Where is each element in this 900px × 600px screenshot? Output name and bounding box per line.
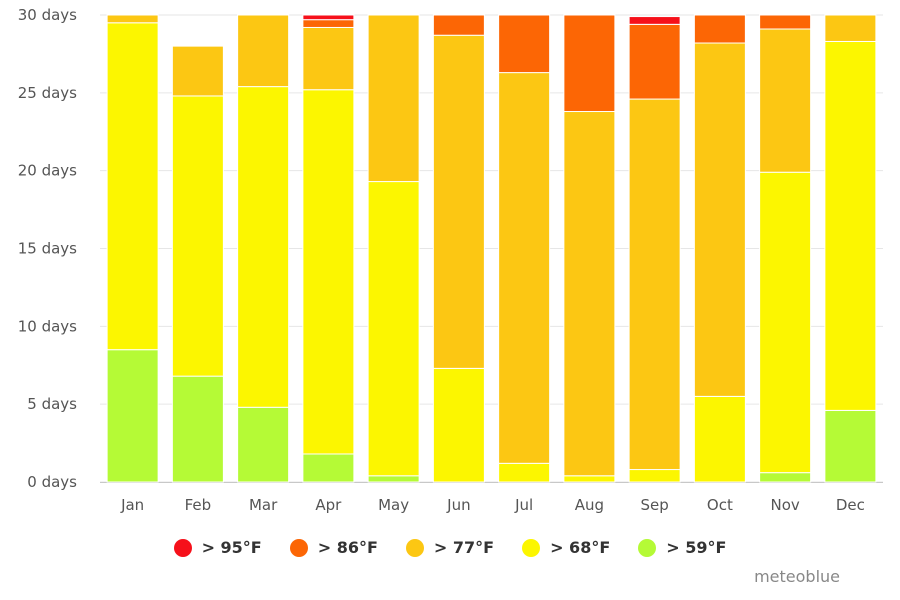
legend-label: > 59°F xyxy=(666,538,727,557)
bar-segment-jun-1[interactable] xyxy=(432,367,485,483)
bar-segment-apr-3[interactable] xyxy=(302,19,355,28)
bar-segment-aug-3[interactable] xyxy=(563,14,616,113)
bar-segment-may-1[interactable] xyxy=(367,181,420,477)
y-tick-label: 10 days xyxy=(18,317,77,335)
bar-segment-oct-1[interactable] xyxy=(693,395,746,483)
bar-segment-jun-2[interactable] xyxy=(432,34,485,369)
bar-segment-apr-0[interactable] xyxy=(302,453,355,483)
legend-label: > 68°F xyxy=(550,538,611,557)
bar-segment-apr-4[interactable] xyxy=(302,14,355,21)
bar-segment-feb-1[interactable] xyxy=(171,95,224,377)
bar-segment-oct-3[interactable] xyxy=(693,14,746,44)
meteoblue-credit[interactable]: meteoblue xyxy=(754,567,840,586)
bar-segment-mar-1[interactable] xyxy=(237,86,290,408)
legend-marker-icon xyxy=(173,538,192,557)
bars xyxy=(106,14,877,483)
bar-segment-oct-2[interactable] xyxy=(693,42,746,397)
bar-segment-mar-0[interactable] xyxy=(237,406,290,483)
bar-segment-sep-2[interactable] xyxy=(628,98,681,471)
bar-segment-nov-1[interactable] xyxy=(759,171,812,474)
bar-segment-dec-1[interactable] xyxy=(824,40,877,411)
x-tick-label: Jul xyxy=(514,496,533,514)
x-tick-label: Oct xyxy=(707,496,733,514)
bar-segment-nov-2[interactable] xyxy=(759,28,812,173)
x-axis-ticks: Jan Feb Mar Apr May Jun Jul Aug Sep Oct Nov Dec xyxy=(120,496,865,514)
grid-lines xyxy=(100,14,883,483)
bar-segment-feb-2[interactable] xyxy=(171,45,224,97)
bar-segment-jul-1[interactable] xyxy=(498,462,551,483)
bar-segment-may-2[interactable] xyxy=(367,14,420,183)
bar-segment-jan-0[interactable] xyxy=(106,349,159,483)
x-tick-label: Aug xyxy=(575,496,604,514)
bar-segment-dec-0[interactable] xyxy=(824,409,877,483)
bar-segment-jul-3[interactable] xyxy=(498,14,551,74)
legend-label: > 86°F xyxy=(317,538,378,557)
x-tick-label: May xyxy=(378,496,409,514)
legend-item[interactable]: > 59°F xyxy=(638,538,726,557)
bar-segment-dec-2[interactable] xyxy=(824,14,877,42)
bar-segment-jan-1[interactable] xyxy=(106,22,159,351)
bar-segment-nov-0[interactable] xyxy=(759,472,812,483)
x-tick-label: Jan xyxy=(120,496,144,514)
legend-item[interactable]: > 86°F xyxy=(289,538,378,557)
x-tick-label: Sep xyxy=(640,496,668,514)
legend-marker-icon xyxy=(638,538,657,557)
y-tick-label: 20 days xyxy=(18,162,77,180)
legend-marker-icon xyxy=(289,538,308,557)
legend-item[interactable]: > 68°F xyxy=(522,538,610,557)
bar-segment-apr-1[interactable] xyxy=(302,89,355,455)
bar-segment-jun-3[interactable] xyxy=(432,14,485,36)
legend-label: > 77°F xyxy=(433,538,495,557)
bar-segment-nov-3[interactable] xyxy=(759,14,812,30)
x-tick-label: Mar xyxy=(249,496,278,514)
legend-item[interactable]: > 77°F xyxy=(405,538,495,557)
y-tick-label: 30 days xyxy=(18,6,77,24)
y-tick-label: 0 days xyxy=(27,473,77,491)
legend-label: > 95°F xyxy=(201,538,262,557)
bar-segment-apr-2[interactable] xyxy=(302,26,355,91)
x-tick-label: Apr xyxy=(315,496,342,514)
y-tick-label: 5 days xyxy=(27,395,77,413)
legend-item[interactable]: > 95°F xyxy=(173,538,262,557)
y-tick-label: 15 days xyxy=(18,240,77,258)
bar-segment-sep-3[interactable] xyxy=(628,23,681,100)
legend-marker-icon xyxy=(405,538,424,557)
bar-segment-jan-2[interactable] xyxy=(106,14,159,24)
y-axis-ticks: 0 days 5 days 10 days 15 days 20 days 25 days… xyxy=(18,6,77,491)
x-tick-label: Jun xyxy=(446,496,470,514)
y-tick-label: 25 days xyxy=(18,84,77,102)
bar-segment-aug-2[interactable] xyxy=(563,111,616,477)
bar-segment-may-0[interactable] xyxy=(367,475,420,483)
stacked-bar-chart: 0 days 5 days 10 days 15 days 20 days 25 days… xyxy=(18,6,883,514)
bar-segment-jul-2[interactable] xyxy=(498,72,551,464)
legend: > 95°F > 86°F > 77°F > 68°F > 59°F xyxy=(0,538,900,557)
bar-segment-sep-1[interactable] xyxy=(628,469,681,483)
bar-segment-aug-1[interactable] xyxy=(563,475,616,483)
x-tick-label: Nov xyxy=(770,496,799,514)
x-tick-label: Feb xyxy=(185,496,212,514)
bar-segment-feb-0[interactable] xyxy=(171,375,224,483)
bar-segment-mar-2[interactable] xyxy=(237,14,290,88)
x-tick-label: Dec xyxy=(836,496,865,514)
bar-segment-sep-4[interactable] xyxy=(628,16,681,25)
legend-marker-icon xyxy=(522,538,541,557)
